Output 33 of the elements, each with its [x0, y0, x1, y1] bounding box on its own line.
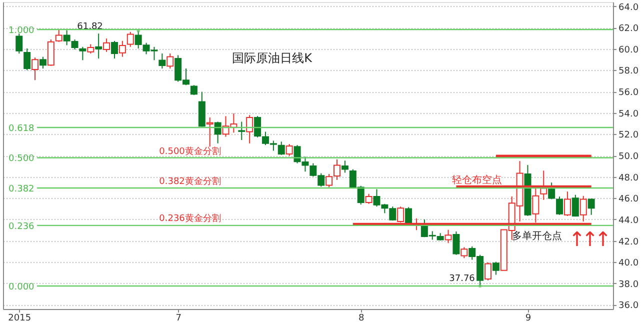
y-tick-label: 50.0 — [618, 152, 639, 162]
y-tick-label: 40.0 — [618, 258, 639, 269]
y-tick-label: 38.0 — [618, 280, 639, 290]
y2-tick-label: 0.500 — [8, 154, 35, 164]
y2-tick-label: 0.236 — [8, 222, 35, 232]
y-tick-label: 60.0 — [618, 45, 639, 56]
y-tick-label: 58.0 — [618, 66, 639, 77]
y-tick-label: 46.0 — [618, 194, 639, 205]
y2-tick-label: 0.618 — [8, 124, 35, 134]
x-tick-label: 9 — [525, 314, 532, 322]
annotation: 多单开仓点 — [512, 230, 562, 242]
x-tick-label: 7 — [176, 314, 182, 322]
x-tick-label: 2015 — [8, 314, 32, 322]
y-tick-label: 56.0 — [618, 88, 639, 98]
annotation: 61.82 — [77, 22, 103, 32]
y-tick-label: 42.0 — [618, 237, 639, 248]
y-tick-label: 62.0 — [618, 24, 639, 34]
annotation: 0.500黄金分割 — [159, 146, 221, 157]
y-tick-label: 36.0 — [618, 301, 639, 312]
y-tick-label: 52.0 — [618, 130, 639, 141]
y2-tick-label: 0.382 — [8, 184, 34, 194]
y2-tick-label: 1.000 — [8, 26, 35, 36]
y-tick-label: 44.0 — [618, 216, 639, 226]
y2-tick-label: 0.000 — [8, 282, 35, 292]
y-tick-label: 64.0 — [618, 2, 639, 13]
annotation: 0.382黄金分割 — [159, 176, 221, 187]
x-tick-label: 8 — [358, 314, 364, 322]
y-tick-label: 54.0 — [618, 109, 639, 120]
text: 国际原油日线K — [232, 51, 314, 65]
y-tick-label: 48.0 — [618, 173, 639, 184]
annotation: 37.76 — [449, 274, 476, 284]
annotation: 0.236黄金分割 — [159, 213, 221, 224]
annotation: 轻仓布空点 — [452, 174, 502, 186]
